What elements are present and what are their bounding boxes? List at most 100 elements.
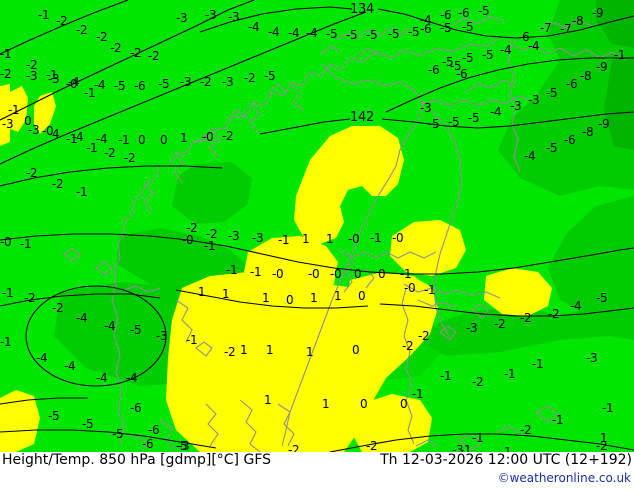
temp-label: -6 [440, 8, 452, 22]
temp-label: -6 [148, 423, 160, 437]
temp-label: -8 [582, 125, 594, 139]
temp-label: -1 [76, 185, 88, 199]
temp-label: -5 [428, 117, 440, 131]
temp-label: -1 [118, 133, 130, 147]
chart-title: Height/Temp. 850 hPa [gdmp][°C] GFS [2, 452, 272, 468]
temp-label: -2 [548, 307, 560, 321]
temp-label: -6 [456, 67, 468, 81]
temp-label: -2 [24, 291, 36, 305]
temp-label: 0 [138, 133, 146, 147]
temp-label: -6 [458, 6, 470, 20]
temp-label: -7 [540, 21, 552, 35]
temp-label: -4 [500, 43, 512, 57]
temp-label: -3 [452, 443, 464, 452]
temp-label: -5 [264, 69, 276, 83]
temp-label: -2 [186, 221, 198, 235]
temp-label: -4 [126, 371, 138, 385]
temp-label: -6 [428, 63, 440, 77]
temp-label: -2 [366, 439, 378, 452]
map-svg [0, 0, 634, 452]
temp-label: -1 [400, 267, 412, 281]
temp-label: -2 [200, 75, 212, 89]
temp-label: -3 [176, 11, 188, 25]
temp-label: -9 [598, 117, 610, 131]
temp-label: -1 [532, 357, 544, 371]
temp-label: -2 [288, 443, 300, 452]
temp-label: 1 [262, 291, 270, 305]
temp-fill-cool-mid [172, 162, 252, 224]
temp-label: 0 [378, 267, 386, 281]
temp-label: -1 [2, 286, 14, 300]
temp-fill-warm-bottom-left [0, 390, 40, 452]
temp-label: -4 [76, 311, 88, 325]
temp-label: -1 [38, 8, 50, 22]
temp-label: -2 [206, 227, 218, 241]
temp-label: -2 [52, 301, 64, 315]
temp-label: -3 [156, 329, 168, 343]
temp-fill-cool-east [548, 196, 634, 320]
temp-fill-warm-nw2 [34, 92, 56, 134]
temp-label: -2 [26, 166, 38, 180]
temp-label: 0 [160, 133, 168, 147]
temp-label: -2 [104, 146, 116, 160]
height-contour-label: 142 [350, 110, 374, 125]
temp-label: -6 [420, 22, 432, 36]
temp-label: -1 [278, 233, 290, 247]
temp-label: -0 [348, 232, 360, 246]
temp-label: -0 [272, 267, 284, 281]
temp-label: -1 [460, 443, 472, 452]
temp-label: -4 [64, 359, 76, 373]
temp-label: -4 [268, 25, 280, 39]
height-contours [0, 0, 634, 452]
contour-142 [259, 111, 634, 135]
temp-label: 1 [310, 291, 318, 305]
temp-label: -5 [462, 20, 474, 34]
temp-label: -1 [46, 68, 58, 82]
temp-label: -5 [546, 86, 558, 100]
temp-label: 1 [326, 232, 334, 246]
temp-label: -4 [288, 26, 300, 40]
temp-label: -1 [0, 335, 12, 349]
temp-label: -6 [134, 79, 146, 93]
temp-label: -4 [490, 105, 502, 119]
temp-label: -1 [84, 86, 96, 100]
temp-label: -9 [592, 6, 604, 20]
temp-label: 0 [358, 289, 366, 303]
temp-label: -0 [404, 281, 416, 295]
temp-label: -8 [572, 14, 584, 28]
temp-label: -0 [66, 77, 78, 91]
temp-label: -2 [110, 41, 122, 55]
temp-label: -2 [96, 30, 108, 44]
temp-label: 1 [600, 431, 608, 445]
temp-label: -6 [130, 401, 142, 415]
temp-label: -5 [82, 417, 94, 431]
temp-label: 1 [302, 232, 310, 246]
temp-label: -1 [86, 141, 98, 155]
temp-label: -1 [0, 47, 12, 61]
height-contour-label: 134 [350, 2, 374, 17]
temp-label: 1 [266, 343, 274, 357]
contour-closed-low [25, 285, 167, 387]
temp-label: -1 [204, 239, 216, 253]
temp-label: -5 [462, 51, 474, 65]
temp-label: -7 [560, 22, 572, 36]
temp-label: -4 [420, 13, 432, 27]
temp-label: -2 [402, 339, 414, 353]
temp-label: -2 [130, 46, 142, 60]
temp-label: 0 [24, 114, 32, 128]
temp-label: 1 [306, 345, 314, 359]
temp-label: -5 [48, 409, 60, 423]
temp-label: -4 [248, 20, 260, 34]
temp-label: -8 [580, 69, 592, 83]
temp-label: -1 [602, 401, 614, 415]
temp-label: -6 [564, 133, 576, 147]
contour-134 [199, 6, 634, 39]
map-canvas[interactable]: 134 142 -1 -2 -2 -2 -2 -2 -2 -3 -3 -3 -4 -4 -4 -4 -5 -5… [0, 0, 634, 452]
copyright-notice: ©weatheronline.co.uk [497, 471, 631, 485]
temp-label: 1 [240, 343, 248, 357]
temp-label: -5 [546, 141, 558, 155]
temp-label: -2 [596, 439, 608, 452]
temp-label: -5 [478, 4, 490, 18]
temp-fill-warm-south-lobe [214, 294, 340, 404]
temp-label: -0 [392, 231, 404, 245]
